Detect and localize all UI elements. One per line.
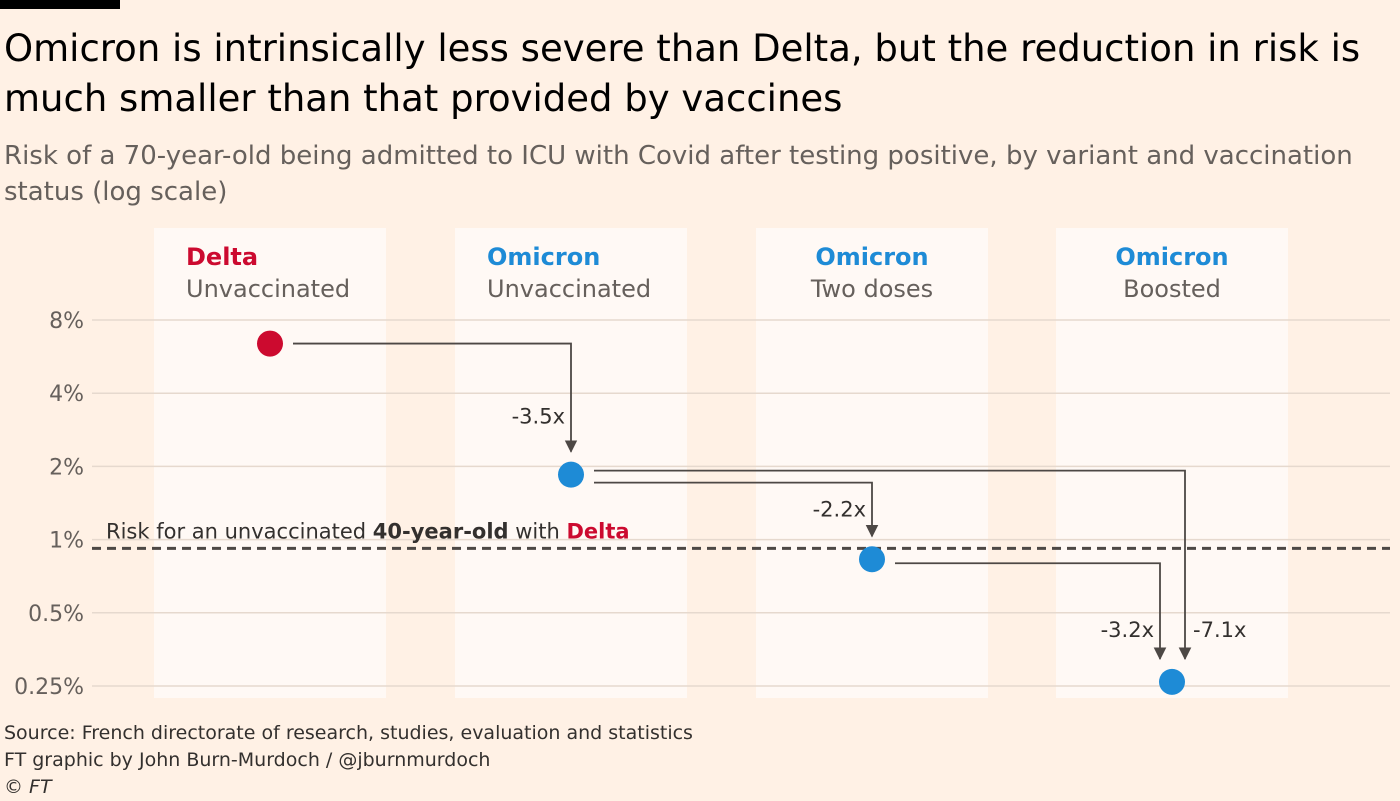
reduction-arrow — [895, 562, 1167, 661]
reduction-arrow — [594, 469, 1192, 661]
reduction-arrow — [293, 342, 578, 453]
arrow-label: -2.2x — [813, 497, 866, 521]
source-note: Source: French directorate of research, … — [4, 722, 693, 744]
y-tick-label: 4% — [49, 382, 84, 407]
y-tick-label: 1% — [49, 529, 84, 554]
column-variant-label: Omicron — [815, 243, 928, 271]
reference-label: Risk for an unvaccinated 40-year-old wit… — [106, 519, 630, 543]
column-variant-label: Omicron — [1115, 243, 1228, 271]
column-status-label: Unvaccinated — [186, 275, 350, 303]
arrow-label: -7.1x — [1193, 618, 1246, 642]
column-status-label: Two doses — [810, 275, 933, 303]
column-variant-label: Delta — [186, 243, 258, 271]
column-status-label: Boosted — [1123, 275, 1221, 303]
data-point — [257, 330, 283, 357]
arrow-label: -3.5x — [512, 405, 565, 429]
data-point — [1159, 668, 1185, 695]
arrow-label: -3.2x — [1101, 618, 1154, 642]
credit-note: FT graphic by John Burn-Murdoch / @jburn… — [4, 749, 491, 771]
copyright-note: © FT — [4, 776, 52, 798]
y-tick-label: 8% — [49, 309, 84, 334]
data-point — [859, 546, 885, 573]
reduction-arrow — [594, 481, 879, 538]
chart-title: Omicron is intrinsically less severe tha… — [4, 27, 1361, 120]
footer: Source: French directorate of research, … — [4, 720, 693, 801]
data-point — [558, 461, 584, 488]
chart-subtitle: Risk of a 70-year-old being admitted to … — [4, 141, 1353, 207]
column-band — [154, 228, 386, 698]
y-tick-label: 2% — [49, 455, 84, 480]
column-band — [1056, 228, 1288, 698]
column-band — [756, 228, 988, 698]
y-tick-label: 0.5% — [28, 602, 84, 627]
column-status-label: Unvaccinated — [487, 275, 651, 303]
column-variant-label: Omicron — [487, 243, 600, 271]
ft-brand-bar — [0, 0, 120, 9]
y-tick-label: 0.25% — [14, 675, 84, 700]
